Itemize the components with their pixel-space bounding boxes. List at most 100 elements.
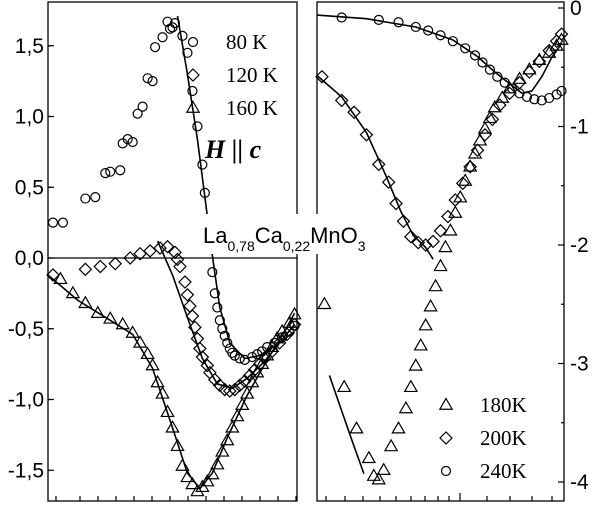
data-point [195, 350, 210, 364]
data-point [522, 65, 537, 79]
data-point [150, 374, 165, 388]
data-point [145, 357, 160, 371]
data-point [556, 85, 567, 97]
data-point [193, 341, 207, 356]
data-point [512, 75, 527, 90]
data-point [492, 71, 503, 82]
data-point [149, 42, 161, 53]
data-point [175, 458, 190, 471]
data-point [217, 382, 232, 397]
data-point [234, 353, 245, 364]
data-point [477, 57, 488, 68]
data-point [315, 69, 329, 84]
legend-marker [440, 465, 452, 477]
data-point [448, 193, 463, 207]
data-point [259, 347, 275, 361]
data-point [463, 159, 477, 174]
data-point [484, 64, 495, 75]
data-point [227, 347, 238, 358]
data-point [411, 235, 426, 250]
compound-sub-2: 0,22 [283, 238, 310, 254]
data-point [383, 438, 399, 452]
data-point [210, 456, 225, 470]
data-point [334, 93, 349, 108]
legend-label: 160 K [226, 96, 278, 120]
data-point [249, 364, 265, 378]
data-point [160, 404, 175, 418]
data-point [391, 420, 406, 434]
data-point [264, 339, 280, 352]
data-point [287, 317, 302, 332]
y-tick-label: -2 [570, 234, 589, 257]
data-point [254, 356, 270, 369]
data-point [389, 196, 403, 211]
y-tick-label: -1,5 [8, 459, 44, 482]
data-point [143, 244, 157, 258]
data-point [115, 316, 130, 330]
right-y-axis: 0 -1 -2 -3 -4 [558, 0, 589, 494]
legend-label: 120 K [226, 63, 278, 87]
data-point [190, 483, 205, 497]
data-point [78, 295, 93, 309]
data-point [418, 238, 433, 252]
data-point [469, 50, 481, 61]
data-point [103, 311, 118, 324]
data-point [247, 351, 258, 363]
data-point [207, 267, 218, 278]
data-point [336, 12, 347, 23]
data-point [57, 217, 69, 228]
compound-formula: La0,78Ca0,22MnO3 [203, 223, 366, 254]
data-point [396, 214, 411, 229]
data-point [105, 166, 116, 177]
legend-marker [438, 397, 454, 410]
data-point [225, 420, 240, 433]
data-point [336, 379, 352, 393]
field-direction-annotation: H || c [204, 135, 262, 164]
data-point [80, 193, 91, 204]
data-point [127, 136, 138, 148]
data-point [477, 121, 493, 134]
y-tick-label: -1,0 [8, 389, 44, 412]
data-point [423, 25, 434, 36]
legend-label: 200K [480, 426, 527, 450]
data-point [554, 27, 569, 41]
data-point [182, 47, 193, 58]
data-point [413, 338, 428, 351]
data-point [529, 94, 540, 105]
data-point [157, 32, 168, 43]
y-tick-label: 1,0 [15, 106, 44, 129]
data-point [349, 420, 364, 434]
data-point [435, 30, 446, 41]
data-point [532, 54, 547, 69]
legend-marker [185, 100, 201, 113]
data-point [485, 112, 500, 127]
data-point [235, 397, 250, 410]
data-point [115, 165, 126, 176]
compound-label-background [198, 214, 396, 254]
data-point [147, 76, 158, 87]
y-tick-label: -4 [570, 471, 589, 494]
data-point [232, 378, 247, 393]
data-point [393, 17, 404, 28]
data-point [168, 245, 182, 260]
compound-mno: MnO [310, 223, 358, 248]
data-point [478, 127, 492, 142]
data-point [197, 159, 208, 170]
data-point [418, 317, 433, 331]
data-point [78, 262, 93, 277]
data-point [217, 323, 228, 334]
data-point [125, 325, 140, 338]
data-point [542, 43, 557, 58]
data-point [423, 298, 438, 312]
data-point [467, 146, 483, 159]
legend-label: 180K [480, 393, 527, 417]
data-point [239, 386, 255, 399]
data-point [373, 14, 384, 25]
right-x-axis-ticks [325, 493, 553, 501]
data-point [153, 241, 167, 255]
data-point [212, 302, 223, 313]
data-point [499, 77, 510, 88]
data-point [381, 175, 396, 190]
data-point [215, 444, 230, 457]
